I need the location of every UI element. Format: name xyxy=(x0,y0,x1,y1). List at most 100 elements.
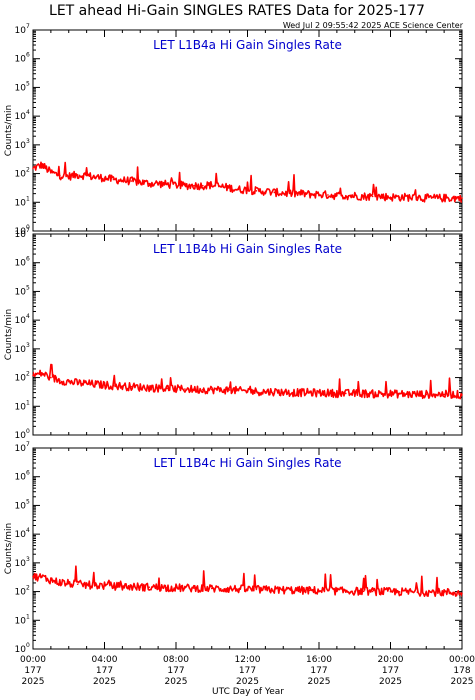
y-tick-exponent: 2 xyxy=(26,371,30,378)
data-point xyxy=(416,393,419,396)
plot-frame xyxy=(32,447,463,650)
data-point xyxy=(336,194,338,197)
data-point xyxy=(318,589,320,592)
data-point xyxy=(264,390,267,393)
data-point xyxy=(50,171,52,174)
data-point xyxy=(300,589,302,592)
x-tick-doy: 177 xyxy=(24,666,41,676)
data-point xyxy=(452,197,454,199)
data-point xyxy=(139,586,142,588)
x-tick-year: 2025 xyxy=(93,677,116,687)
data-point xyxy=(273,390,276,393)
chart-title: LET ahead Hi-Gain SINGLES RATES Data for… xyxy=(49,3,425,19)
y-tick-label: 10 xyxy=(15,170,27,180)
data-point xyxy=(166,183,168,186)
data-point xyxy=(32,575,34,578)
x-tick-time: 16:00 xyxy=(306,655,332,665)
data-point xyxy=(157,586,159,589)
y-tick-exponent: 2 xyxy=(26,585,30,592)
data-point xyxy=(148,182,150,185)
y-tick-label: 10 xyxy=(15,55,27,65)
data-point xyxy=(353,590,356,593)
y-tick-exponent: 7 xyxy=(26,227,30,234)
panel-title: LET L1B4b Hi Gain Singles Rate xyxy=(153,242,342,256)
data-point xyxy=(327,589,329,592)
data-point xyxy=(139,181,142,184)
data-point xyxy=(336,590,338,592)
data-point xyxy=(353,392,356,395)
data-point xyxy=(309,589,311,592)
data-point xyxy=(255,390,258,393)
data-point xyxy=(389,393,392,395)
data-point xyxy=(32,374,34,377)
data-point xyxy=(130,385,133,388)
data-point xyxy=(318,193,320,196)
data-point xyxy=(461,592,463,595)
data-point xyxy=(85,584,88,586)
series-line xyxy=(33,565,462,598)
data-point xyxy=(130,585,133,588)
data-point xyxy=(193,388,195,391)
data-point xyxy=(345,590,347,592)
data-point xyxy=(103,177,106,179)
data-point xyxy=(362,590,365,593)
data-point xyxy=(389,590,392,593)
data-point xyxy=(121,585,124,588)
x-tick-time: 00:00 xyxy=(20,655,46,665)
data-point xyxy=(434,591,436,594)
data-point xyxy=(318,392,320,394)
data-point xyxy=(327,194,329,196)
data-point xyxy=(50,579,52,581)
data-point xyxy=(461,394,463,396)
data-point xyxy=(148,586,150,588)
y-tick-exponent: 6 xyxy=(26,256,30,263)
data-point xyxy=(282,391,285,393)
data-point xyxy=(103,584,106,587)
y-tick-label: 10 xyxy=(15,530,27,540)
y-tick-exponent: 4 xyxy=(26,109,30,116)
y-tick-exponent: 5 xyxy=(26,498,30,505)
data-point xyxy=(103,384,106,386)
data-point xyxy=(202,184,204,187)
y-tick-label: 10 xyxy=(15,316,27,326)
y-tick-label: 10 xyxy=(15,559,27,569)
data-point xyxy=(175,388,177,390)
x-tick-year: 2025 xyxy=(236,677,259,687)
data-point xyxy=(452,393,454,396)
data-point xyxy=(184,388,186,390)
data-point xyxy=(345,194,347,197)
data-point xyxy=(228,587,231,590)
x-tick-doy: 178 xyxy=(453,666,470,676)
data-point xyxy=(255,190,258,192)
y-tick-label: 10 xyxy=(15,345,27,355)
data-point xyxy=(59,379,61,382)
data-point xyxy=(264,190,267,193)
data-point xyxy=(461,197,463,199)
y-tick-exponent: 0 xyxy=(26,224,30,231)
data-point xyxy=(184,184,186,187)
data-point xyxy=(434,393,436,396)
data-point xyxy=(371,195,374,198)
data-point xyxy=(85,174,88,177)
data-point xyxy=(237,588,240,590)
y-axis-label: Counts/min xyxy=(4,523,14,574)
data-point xyxy=(291,589,293,591)
data-point xyxy=(202,587,204,590)
panel-title: LET L1B4a Hi Gain Singles Rate xyxy=(153,38,342,52)
data-point xyxy=(157,387,159,389)
data-point xyxy=(112,384,115,387)
data-point xyxy=(389,196,392,199)
data-point xyxy=(246,390,249,392)
y-tick-exponent: 3 xyxy=(26,138,30,145)
data-point xyxy=(237,188,240,191)
data-point xyxy=(139,386,142,389)
data-point xyxy=(85,382,88,385)
y-tick-label: 10 xyxy=(15,259,27,269)
y-tick-exponent: 5 xyxy=(26,80,30,87)
data-point xyxy=(193,184,195,187)
data-point xyxy=(166,586,168,589)
data-point xyxy=(425,591,428,594)
